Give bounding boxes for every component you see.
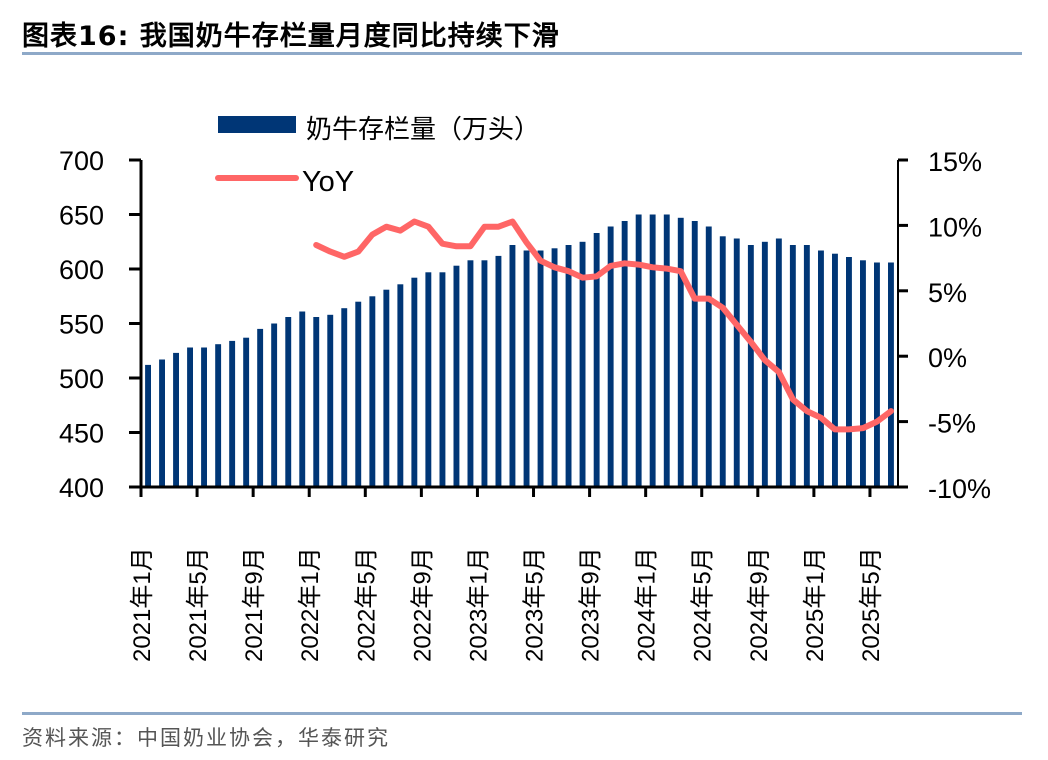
bar [159, 359, 165, 487]
bar [257, 328, 264, 487]
bar [565, 245, 572, 487]
bar [874, 262, 880, 487]
bar [243, 337, 250, 487]
right-tick-label: 10% [928, 212, 982, 242]
bar [846, 257, 852, 487]
x-tick-label: 2025年1月 [802, 547, 829, 662]
bar [607, 226, 614, 487]
x-tick-label: 2024年9月 [746, 547, 773, 662]
bar [313, 317, 320, 487]
left-tick-label: 700 [59, 146, 104, 176]
right-tick-label: 5% [928, 278, 967, 308]
bar [677, 217, 684, 488]
bar [579, 241, 586, 488]
bar [775, 238, 782, 487]
bar [733, 238, 740, 487]
legend: 奶牛存栏量（万头） YoY [215, 115, 540, 198]
bar [621, 221, 628, 487]
bar [537, 250, 544, 487]
bar [285, 317, 292, 487]
bar [327, 314, 334, 487]
left-tick-label: 550 [59, 310, 104, 340]
x-tick-label: 2023年5月 [522, 547, 549, 662]
bar-series [145, 214, 894, 488]
bar [509, 245, 516, 487]
yoy-line [313, 218, 894, 433]
bar [355, 301, 362, 487]
right-tick-label: 0% [928, 343, 967, 373]
bar [299, 311, 306, 487]
bar [818, 250, 824, 487]
title-divider [22, 52, 1022, 55]
x-tick-label: 2021年1月 [129, 547, 156, 662]
x-tick-label: 2025年5月 [858, 547, 885, 662]
bar [649, 214, 656, 487]
bar [860, 260, 866, 487]
bar [523, 250, 530, 487]
bar [719, 236, 726, 487]
bar [383, 289, 390, 487]
bar [397, 284, 404, 487]
bar [467, 260, 474, 487]
right-tick-label: -5% [928, 409, 976, 439]
bar [551, 248, 558, 487]
bar [271, 323, 278, 487]
bar [229, 340, 236, 487]
x-tick-label: 2021年9月 [241, 547, 268, 662]
legend-label-bar: 奶牛存栏量（万头） [306, 115, 540, 145]
bar [201, 347, 207, 487]
x-tick-label: 2021年5月 [185, 547, 212, 662]
x-tick-label: 2023年9月 [578, 547, 605, 662]
bar [747, 245, 754, 487]
bar [439, 272, 446, 487]
left-tick-label: 500 [59, 364, 104, 394]
chart-title: 图表16: 我国奶牛存栏量月度同比持续下滑 [22, 21, 560, 52]
bar [495, 255, 502, 487]
x-tick-label: 2022年1月 [297, 547, 324, 662]
bar [145, 364, 151, 487]
right-tick-label: 15% [928, 147, 982, 177]
bar [187, 347, 193, 487]
line-series [313, 218, 894, 433]
source-note: 资料来源：中国奶业协会，华泰研究 [22, 726, 390, 750]
left-tick-label: 650 [59, 201, 104, 231]
x-tick-label: 2024年5月 [690, 547, 717, 662]
bar [789, 245, 796, 487]
x-tick-label: 2022年5月 [353, 547, 380, 662]
bar [173, 352, 179, 487]
bar [635, 214, 642, 487]
left-tick-label: 400 [59, 473, 104, 503]
bar [593, 233, 600, 487]
footer-divider [22, 712, 1022, 715]
chart-canvas: 700 650 600 550 500 450 400 15% 10% 5% 0% -5% -10% 20… [59, 115, 991, 662]
x-tick-label: 2024年1月 [634, 547, 661, 662]
bar [705, 226, 712, 487]
bar [803, 245, 810, 487]
bar [411, 277, 418, 487]
legend-label-line: YoY [302, 166, 354, 198]
bar [888, 262, 894, 487]
bar [215, 344, 222, 487]
bar [481, 260, 488, 487]
bar [369, 296, 376, 488]
bar [761, 241, 768, 488]
left-tick-label: 450 [59, 419, 104, 449]
bar [832, 253, 838, 487]
right-tick-label: -10% [928, 474, 991, 504]
left-tick-label: 600 [59, 255, 104, 285]
axes: 700 650 600 550 500 450 400 15% 10% 5% 0% -5% -10% 20… [59, 146, 991, 662]
bar [663, 214, 670, 487]
bar [453, 265, 460, 487]
bar [691, 221, 698, 487]
legend-swatch-bar [218, 116, 296, 133]
x-tick-label: 2022年9月 [409, 547, 436, 662]
bar [341, 308, 348, 487]
x-tick-label: 2023年1月 [465, 547, 492, 662]
bar [425, 272, 432, 487]
